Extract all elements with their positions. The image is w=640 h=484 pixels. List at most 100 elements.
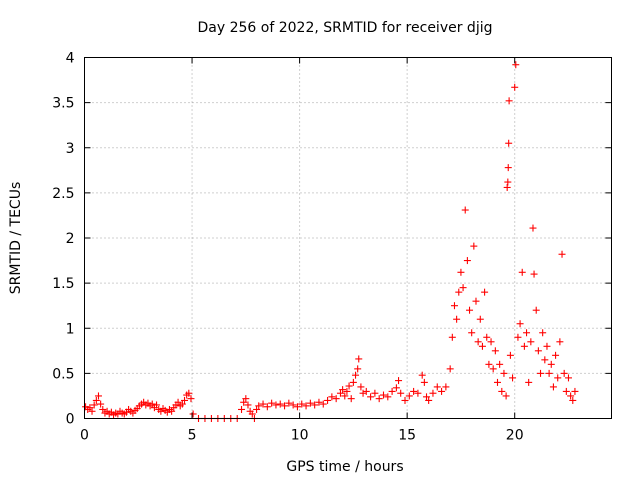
data-point [505, 139, 513, 147]
data-point [371, 389, 379, 397]
data-point [397, 389, 405, 397]
data-point [478, 342, 486, 350]
data-point [148, 400, 156, 408]
data-point [343, 387, 351, 395]
data-point [433, 383, 441, 391]
data-point [496, 360, 504, 368]
data-point [336, 389, 344, 397]
data-point [459, 284, 467, 292]
data-point [189, 410, 197, 418]
data-point [324, 396, 332, 404]
data-point [569, 396, 577, 404]
data-point [92, 396, 100, 404]
data-point [438, 387, 446, 395]
data-point [420, 378, 428, 386]
data-point [418, 371, 426, 379]
data-point [518, 268, 526, 276]
data-point [359, 389, 367, 397]
data-point [339, 386, 347, 394]
data-point [423, 393, 431, 401]
y-tick-label: 2 [66, 231, 75, 247]
y-tick-label: 1.5 [52, 276, 74, 292]
data-point [520, 342, 528, 350]
data-point [352, 371, 360, 379]
data-point [504, 178, 512, 186]
data-point [450, 302, 458, 310]
data-point [259, 400, 267, 408]
data-point [94, 392, 102, 400]
data-point [388, 387, 396, 395]
data-point [534, 347, 542, 355]
data-point [537, 369, 545, 377]
data-point [240, 398, 248, 406]
data-point [355, 355, 363, 363]
data-point [293, 403, 301, 411]
data-point [556, 338, 564, 346]
data-point [268, 399, 276, 407]
data-point [442, 383, 450, 391]
data-point [514, 333, 522, 341]
x-tick-label: 5 [188, 428, 197, 444]
data-point [564, 374, 572, 382]
data-point [90, 401, 98, 409]
data-point [529, 224, 537, 232]
data-point [263, 403, 271, 411]
data-point [562, 387, 570, 395]
y-tick-label: 3.5 [52, 96, 74, 112]
data-point [181, 396, 189, 404]
data-point [504, 164, 512, 172]
data-point [298, 400, 306, 408]
x-tick-label: 20 [506, 428, 524, 444]
data-point [276, 400, 284, 408]
data-point [153, 401, 161, 409]
data-point [485, 360, 493, 368]
data-point [493, 378, 501, 386]
x-tick-label: 15 [398, 428, 416, 444]
data-point [362, 387, 370, 395]
plot-frame [84, 57, 612, 419]
data-point [461, 206, 469, 214]
data-point [558, 250, 566, 258]
data-point [319, 400, 327, 408]
data-point [306, 399, 314, 407]
data-point [253, 405, 261, 413]
x-axis-label: GPS time / hours [286, 459, 403, 475]
y-tick-label: 2.5 [52, 186, 74, 202]
data-point [503, 183, 511, 191]
data-point [281, 402, 289, 410]
data-point [470, 242, 478, 250]
data-point [99, 405, 107, 413]
data-point [472, 297, 480, 305]
y-tick-label: 1 [66, 321, 75, 337]
data-point [414, 389, 422, 397]
data-point [185, 389, 193, 397]
data-point [244, 401, 252, 409]
y-tick-label: 3 [66, 141, 75, 157]
data-point [446, 365, 454, 373]
data-point [367, 393, 375, 401]
data-point [328, 393, 336, 401]
data-point [285, 399, 293, 407]
x-tick-label: 0 [80, 428, 89, 444]
data-point [248, 410, 256, 418]
data-point [552, 351, 560, 359]
data-point [238, 405, 246, 413]
y-tick-label: 0 [66, 412, 75, 428]
data-point [455, 288, 463, 296]
data-point [392, 384, 400, 392]
data-point [498, 387, 506, 395]
y-axis-label: SRMTID / TECUs [8, 182, 24, 295]
y-tick-label: 4 [66, 51, 75, 67]
data-point [242, 395, 250, 403]
data-point [483, 333, 491, 341]
data-point [487, 338, 495, 346]
data-point [255, 402, 263, 410]
data-point [86, 404, 94, 412]
data-point [532, 306, 540, 314]
points-layer [82, 61, 579, 422]
data-point [332, 395, 340, 403]
data-point [302, 402, 310, 410]
data-point [178, 400, 186, 408]
